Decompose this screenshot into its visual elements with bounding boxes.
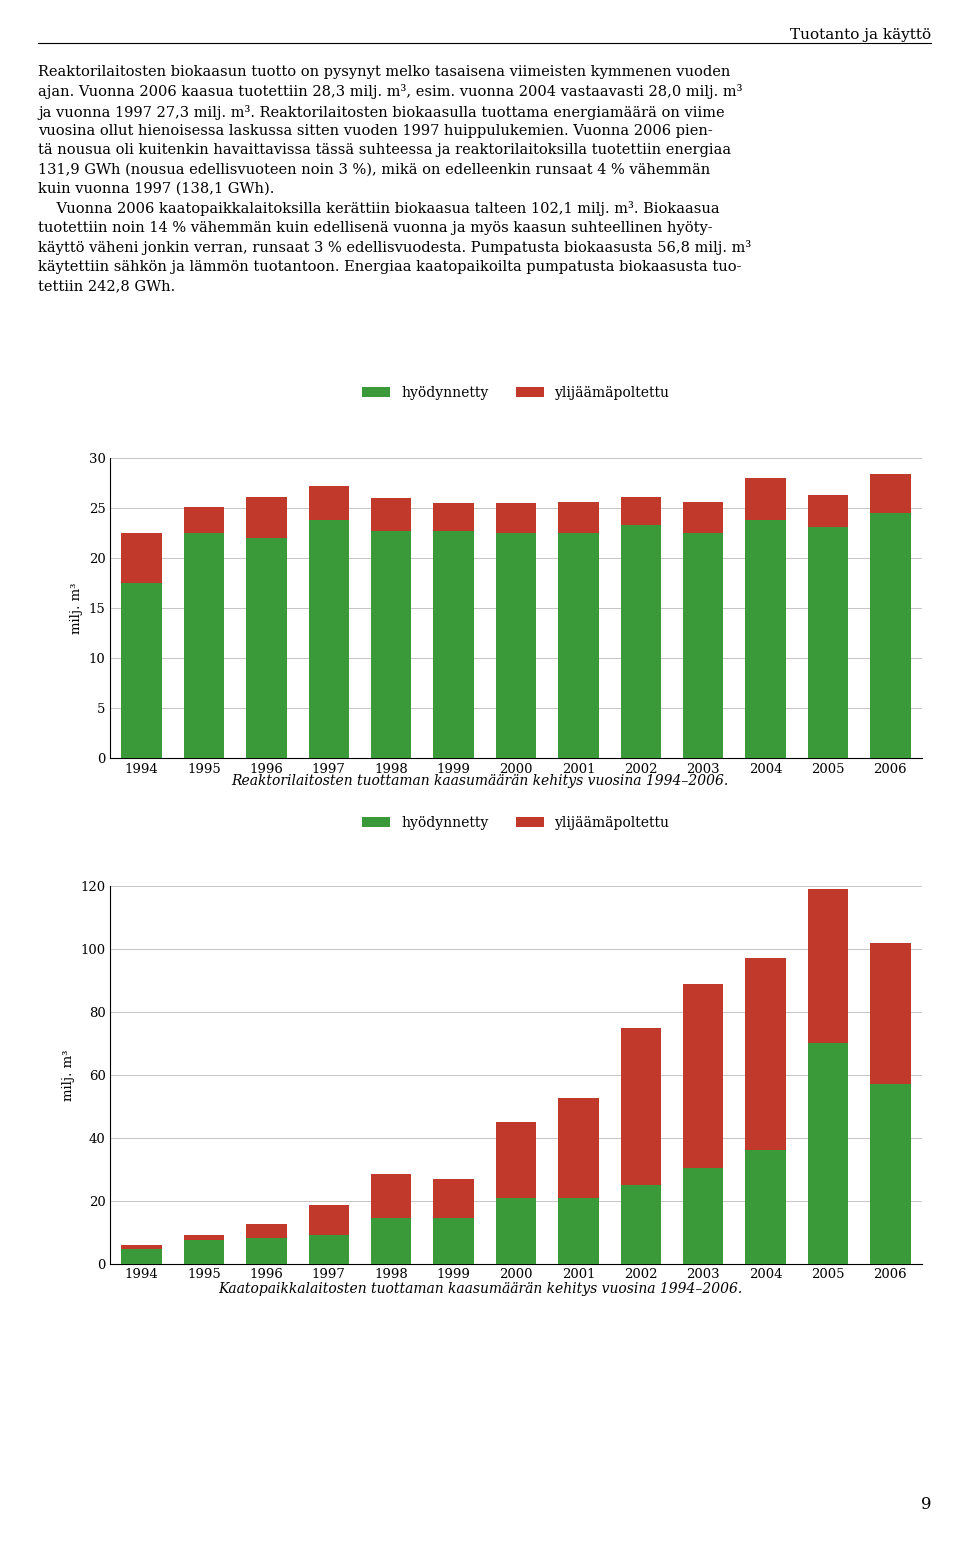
Bar — [807, 495, 849, 527]
Bar — [870, 1085, 911, 1264]
Bar — [183, 1236, 225, 1241]
Bar — [371, 1174, 412, 1217]
Bar — [807, 527, 849, 758]
Bar — [121, 533, 162, 582]
Bar — [183, 1241, 225, 1264]
Bar — [495, 533, 537, 758]
Bar — [745, 519, 786, 758]
Bar — [495, 502, 537, 533]
Text: Reaktorilaitosten tuottaman kaasumäärän kehitys vuosina 1994–2006.: Reaktorilaitosten tuottaman kaasumäärän … — [231, 774, 729, 787]
Bar — [558, 1197, 599, 1264]
Bar — [807, 1043, 849, 1264]
Bar — [371, 498, 412, 530]
Bar — [558, 1099, 599, 1197]
Bar — [745, 959, 786, 1150]
Bar — [870, 473, 911, 513]
Bar — [683, 1168, 724, 1264]
Legend: hyödynnetty, ylijäämäpoltettu: hyödynnetty, ylijäämäpoltettu — [356, 381, 676, 405]
Bar — [433, 530, 474, 758]
Bar — [246, 538, 287, 758]
Bar — [371, 530, 412, 758]
Bar — [558, 502, 599, 533]
Text: Kaatopaikkalaitosten tuottaman kaasumäärän kehitys vuosina 1994–2006.: Kaatopaikkalaitosten tuottaman kaasumäär… — [218, 1282, 742, 1296]
Bar — [870, 513, 911, 758]
Bar — [620, 1185, 661, 1264]
Bar — [246, 496, 287, 538]
Bar — [246, 1239, 287, 1264]
Bar — [745, 1150, 786, 1264]
Bar — [558, 533, 599, 758]
Bar — [308, 519, 349, 758]
Bar — [308, 1236, 349, 1264]
Bar — [433, 502, 474, 530]
Y-axis label: milj. m³: milj. m³ — [70, 582, 84, 633]
Bar — [620, 1028, 661, 1185]
Bar — [620, 496, 661, 525]
Bar — [121, 1245, 162, 1250]
Bar — [121, 582, 162, 758]
Bar — [308, 485, 349, 519]
Bar — [183, 507, 225, 533]
Bar — [121, 1250, 162, 1264]
Bar — [371, 1217, 412, 1264]
Text: Reaktorilaitosten biokaasun tuotto on pysynyt melko tasaisena viimeisten kymmene: Reaktorilaitosten biokaasun tuotto on py… — [38, 65, 752, 293]
Bar — [246, 1224, 287, 1239]
Bar — [620, 525, 661, 758]
Bar — [308, 1205, 349, 1236]
Bar — [683, 983, 724, 1168]
Bar — [870, 943, 911, 1085]
Bar — [433, 1179, 474, 1217]
Bar — [807, 889, 849, 1043]
Bar — [495, 1122, 537, 1197]
Bar — [683, 502, 724, 533]
Bar — [495, 1197, 537, 1264]
Bar — [745, 478, 786, 519]
Bar — [433, 1217, 474, 1264]
Y-axis label: milj. m³: milj. m³ — [61, 1049, 75, 1100]
Bar — [683, 533, 724, 758]
Text: Tuotanto ja käyttö: Tuotanto ja käyttö — [790, 28, 931, 42]
Legend: hyödynnetty, ylijäämäpoltettu: hyödynnetty, ylijäämäpoltettu — [356, 811, 676, 835]
Bar — [183, 533, 225, 758]
Text: 9: 9 — [921, 1496, 931, 1513]
